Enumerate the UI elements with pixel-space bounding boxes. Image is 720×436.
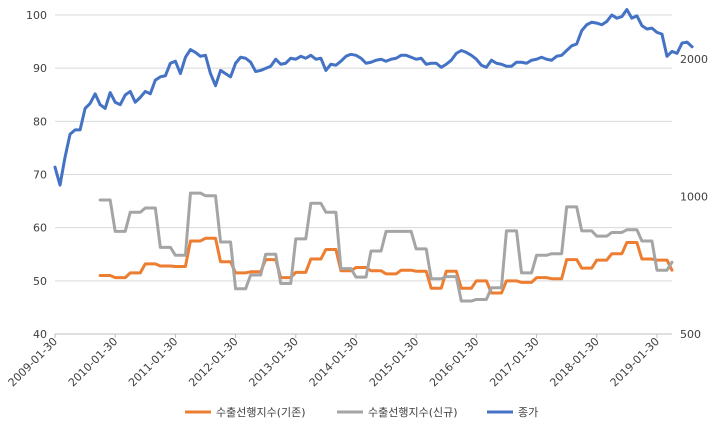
series-line <box>98 191 674 303</box>
x-tick-label: 2015-01-30 <box>367 335 421 389</box>
x-tick-label: 2019-01-30 <box>608 335 662 389</box>
x-tick-label: 2012-01-30 <box>186 335 240 389</box>
legend-label: 수출선행지수(기존) <box>216 406 306 419</box>
y-left-tick-label: 90 <box>33 62 47 75</box>
series-lines <box>53 8 694 303</box>
x-tick-label: 2011-01-30 <box>126 335 180 389</box>
series-line <box>98 236 674 295</box>
y-left-tick-label: 60 <box>33 222 47 235</box>
x-tick-label: 2016-01-30 <box>427 335 481 389</box>
x-tick-label: 2009-01-30 <box>6 335 60 389</box>
y-left-tick-label: 100 <box>26 9 47 22</box>
y-right-tick-label: 1000 <box>680 191 708 204</box>
y-left-tick-label: 40 <box>33 328 47 341</box>
series-line <box>53 8 694 187</box>
legend-label: 수출선행지수(신규) <box>368 406 458 419</box>
gridlines <box>55 14 672 335</box>
y-right-tick-label: 2000 <box>680 53 708 66</box>
x-tick-label: 2017-01-30 <box>487 335 541 389</box>
legend: 수출선행지수(기존) 수출선행지수(신규) 종가 <box>185 406 538 419</box>
x-tick-label: 2018-01-30 <box>547 335 601 389</box>
x-tick-label: 2013-01-30 <box>246 335 300 389</box>
y-left-tick-label: 50 <box>33 275 47 288</box>
y-left-tick-label: 70 <box>33 169 47 182</box>
y-left-tick-label: 80 <box>33 115 47 128</box>
x-tick-label: 2010-01-30 <box>66 335 120 389</box>
legend-label: 종가 <box>518 406 538 419</box>
x-tick-label: 2014-01-30 <box>307 335 361 389</box>
y-right-tick-label: 500 <box>680 328 701 341</box>
